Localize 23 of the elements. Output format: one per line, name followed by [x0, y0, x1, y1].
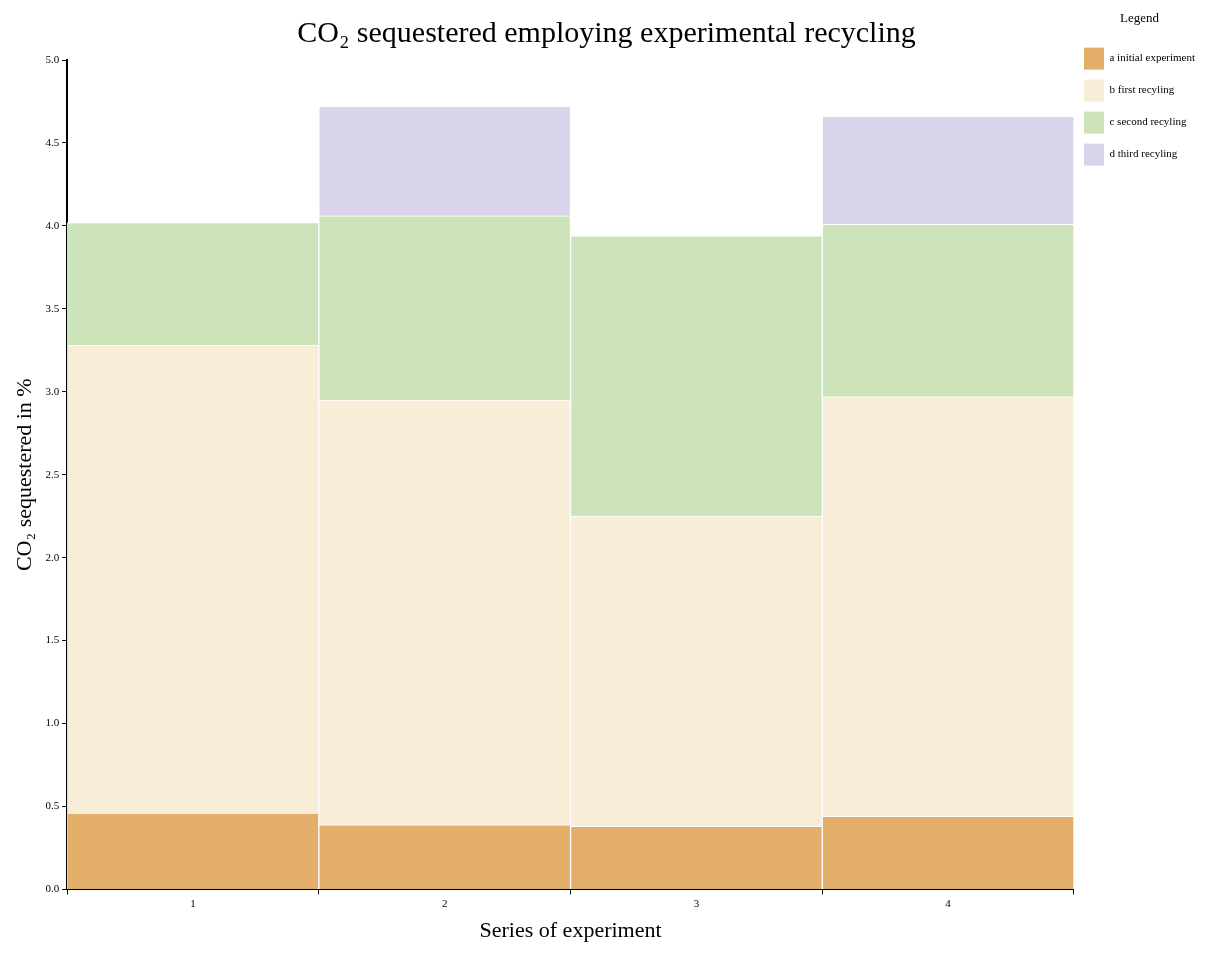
y-tick-label: 3.5 — [45, 301, 60, 314]
x-tick-label: 2 — [441, 896, 448, 909]
y-axis-title: CO₂ sequestered in % — [10, 378, 36, 572]
x-tick-label: 3 — [693, 896, 700, 909]
y-tick-label: 2.0 — [45, 550, 60, 563]
y-tick-label: 4.0 — [45, 218, 60, 231]
legend-label: b first recyling — [1109, 83, 1175, 96]
y-tick-label: 4.5 — [45, 135, 60, 148]
legend-title: Legend — [1120, 9, 1160, 25]
legend-label: c second recyling — [1109, 115, 1187, 128]
y-tick-label: 5.0 — [45, 52, 60, 65]
x-tick-label: 4 — [945, 896, 952, 909]
legend-label: d third recyling — [1109, 147, 1178, 160]
legend-label: a initial experiment — [1109, 51, 1196, 64]
y-tick-label: 1.5 — [45, 633, 60, 646]
y-tick-label: 1.0 — [45, 716, 60, 729]
x-tick-label: 1 — [190, 896, 196, 909]
y-tick-label: 2.5 — [45, 467, 60, 480]
y-tick-label: 3.0 — [45, 384, 60, 397]
y-tick-label: 0.0 — [45, 882, 60, 895]
x-axis-title: Series of experiment — [479, 916, 662, 942]
chart-title: CO₂ sequestered employing experimental recycling — [297, 14, 916, 48]
y-tick-label: 0.5 — [45, 799, 60, 812]
